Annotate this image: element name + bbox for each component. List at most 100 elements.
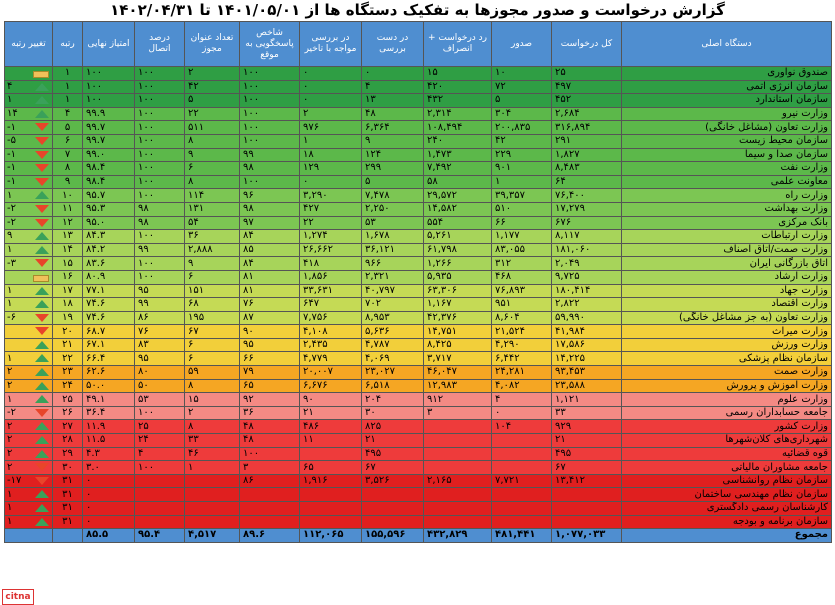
cell-change: -۶: [4, 310, 53, 326]
cell-review: ۴,۰۶۹: [361, 351, 424, 367]
cell-issued: ۴,۲۹۰: [491, 337, 552, 353]
cell-titles: ۱۵۱: [184, 283, 240, 299]
cell-review: ۵: [361, 174, 424, 190]
cell-change: -۱: [4, 120, 53, 135]
rank-change-value: ۱: [7, 189, 13, 201]
cell-name: معاونت علمی: [621, 174, 832, 190]
cell-total: [551, 501, 622, 516]
cell-delayed: ۱,۹۱۶: [299, 473, 362, 489]
cell-review: ۲۹۹: [361, 161, 424, 176]
cell-rejected: ۱۴,۵۸۲: [423, 201, 492, 217]
column-header-total: کل درخواست: [551, 21, 622, 67]
cell-issued: ۳۰۴: [491, 106, 552, 122]
cell-score: ۹۹.۰: [82, 147, 135, 163]
cell-total: ۲۵: [551, 66, 622, 81]
cell-name: وزارت کشور: [621, 419, 832, 435]
cell-change: -۱: [4, 147, 53, 163]
rank-change-value: ۱: [7, 284, 13, 296]
trend-down-icon: [35, 150, 49, 159]
cell-score: ۸۰.۹: [82, 269, 135, 285]
cell-change: -۲: [4, 215, 53, 231]
cell-timely: ۴۸: [239, 433, 300, 448]
cell-conn: ۱۰۰: [134, 66, 185, 81]
table-row: سازمان انرژی اتمی ۴۹۷ ۷۲ ۴۲۰ ۴ ۰ ۱۰۰ ۴۲ ۱۰۰ ۱۰۰ ۱ ۴: [4, 79, 832, 95]
cell-rejected: ۱۲,۹۸۳: [423, 378, 492, 394]
cell-total: ۱۸۱,۰۶۰: [551, 242, 622, 258]
table-row: بانک مرکزی ۶۷۶ ۶۶ ۵۵۴ ۵۳ ۲۲ ۹۷ ۵۴ ۹۸ ۹۵.۰ ۱۲ -۲: [4, 215, 832, 231]
cell-delayed: ۱,۸۵۶: [299, 269, 362, 285]
cell-titles: ۱۵: [184, 392, 240, 407]
cell-name: وزارت ورزش: [621, 337, 832, 353]
total-total: ۱,۰۷۷,۰۳۳: [551, 528, 622, 543]
cell-change: [4, 324, 53, 339]
cell-rejected: ۵۸: [423, 174, 492, 190]
cell-delayed: [299, 501, 362, 516]
cell-score: ۹۵.۷: [82, 188, 135, 203]
cell-change: ۱: [4, 501, 53, 516]
page-title: گزارش درخواست و صدور مجوزها به تفکیک دست…: [110, 1, 725, 19]
cell-change: [4, 269, 53, 285]
table-row: وزارت ارتباطات ۸,۱۱۷ ۱,۱۷۷ ۵,۲۶۱ ۱,۶۷۸ ۱,۲۷۴ ۸…: [4, 229, 832, 244]
cell-conn: ۱۰۰: [134, 188, 185, 203]
cell-rejected: [423, 446, 492, 462]
cell-titles: ۶: [184, 269, 240, 285]
cell-rank: ۲۶: [52, 405, 83, 421]
trend-up-icon: [35, 504, 49, 512]
column-header-conn: درصد اتصال: [134, 21, 185, 67]
cell-conn: ۲۵: [134, 419, 185, 435]
table-row: وزارت صمت/اتاق اصناف ۱۸۱,۰۶۰ ۸۳,۰۵۵ ۶۱,۷۹۸ ۳…: [4, 242, 832, 258]
cell-rank: ۲۱: [52, 337, 83, 353]
cell-timely: ۱۰۰: [239, 66, 300, 81]
cell-issued: ۳۱۲: [491, 256, 552, 271]
cell-timely: ۹۰: [239, 324, 300, 339]
cell-issued: ۶,۴۴۲: [491, 351, 552, 367]
cell-timely: ۸۱: [239, 283, 300, 299]
cell-timely: [239, 514, 300, 530]
cell-titles: ۱۳۱: [184, 201, 240, 217]
cell-titles: ۴۲: [184, 79, 240, 95]
table-row: وزارت ارشاد ۹,۷۲۵ ۴۶۸ ۵,۹۳۵ ۲,۳۲۱ ۱,۸۵۶ ۸۱ ۶ ۱۰۰…: [4, 269, 832, 285]
cell-score: ۶۶.۴: [82, 351, 135, 367]
trend-up-icon: [35, 490, 49, 499]
cell-rejected: ۴۲,۳۷۶: [423, 310, 492, 326]
cell-score: ۰: [82, 514, 135, 530]
cell-score: ۷۴.۶: [82, 310, 135, 326]
table-row: وزارت ورزش ۱۷,۵۸۶ ۴,۲۹۰ ۸,۴۲۵ ۴,۷۸۷ ۲,۴۳۵ ۹۵ ۶ ۸…: [4, 337, 832, 353]
cell-total: ۱۴,۲۲۵: [551, 351, 622, 367]
cell-rank: ۱: [52, 79, 83, 95]
cell-delayed: ۱: [299, 133, 362, 149]
trend-up-icon: [35, 354, 49, 363]
cell-timely: ۱۰۰: [239, 93, 300, 108]
cell-rank: ۱: [52, 93, 83, 108]
cell-review: ۱,۶۷۸: [361, 229, 424, 244]
cell-issued: ۸,۶۰۴: [491, 310, 552, 326]
cell-timely: ۳۶: [239, 405, 300, 421]
cell-titles: ۶: [184, 337, 240, 353]
cell-score: ۹۹.۷: [82, 120, 135, 135]
trend-up-icon: [35, 449, 49, 458]
rank-change-value: -۲: [7, 407, 16, 419]
cell-change: ۲: [4, 378, 53, 394]
cell-name: وزارت آموزش و پرورش: [621, 378, 832, 394]
cell-titles: ۲۲: [184, 106, 240, 122]
rank-change-value: ۱: [7, 352, 13, 364]
cell-rank: ۲۵: [52, 392, 83, 407]
column-header-rejected: رد درخواست + انصراف: [423, 21, 492, 67]
cell-conn: ۹۵: [134, 283, 185, 299]
cell-review: ۳۶,۱۲۱: [361, 242, 424, 258]
cell-delayed: [299, 487, 362, 502]
cell-issued: ۶۶: [491, 215, 552, 231]
cell-score: ۹۵.۰: [82, 215, 135, 231]
cell-conn: ۱۰۰: [134, 269, 185, 285]
cell-total: ۲,۶۸۴: [551, 106, 622, 122]
cell-titles: ۵۱۱: [184, 120, 240, 135]
trend-down-icon: [35, 408, 49, 417]
cell-rank: ۲۸: [52, 433, 83, 448]
cell-timely: ۷۹: [239, 365, 300, 380]
cell-score: ۱۱.۵: [82, 433, 135, 448]
rank-change-value: -۳: [7, 257, 16, 269]
column-header-review: در دست بررسی: [361, 21, 424, 67]
cell-titles: ۶: [184, 161, 240, 176]
cell-conn: ۹۹: [134, 242, 185, 258]
rank-change-value: ۲: [7, 420, 13, 432]
